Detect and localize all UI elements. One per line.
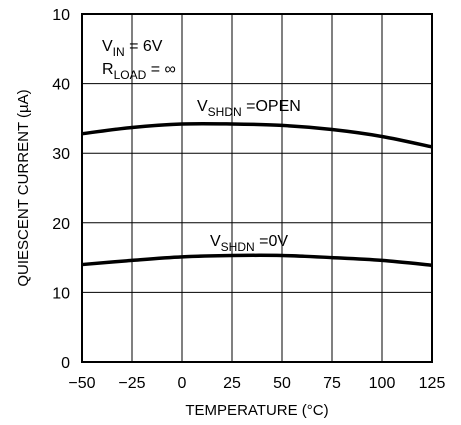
y-axis-label: QUIESCENT CURRENT (µA)	[15, 89, 32, 286]
x-tick-labels: −50 −25 0 25 50 75 100 125	[68, 375, 445, 392]
series-line-zero	[81, 253, 433, 267]
x-tick-label: −25	[118, 375, 145, 392]
series-label-zero: VSHDN =0V	[210, 233, 288, 254]
y-tick-label: 10	[52, 285, 70, 302]
vin-annotation: VIN = 6V	[102, 38, 163, 59]
y-tick-labels: 0 10 20 30 40 10	[52, 7, 70, 372]
x-tick-label: −50	[68, 375, 95, 392]
x-axis-label: TEMPERATURE (°C)	[185, 402, 328, 419]
y-tick-label: 30	[52, 146, 70, 163]
x-tick-label: 50	[273, 375, 291, 392]
y-tick-label: 40	[52, 77, 70, 94]
plot-frame	[81, 13, 433, 363]
series-line-open	[81, 121, 433, 149]
series-lines	[81, 121, 433, 267]
x-tick-label: 0	[178, 375, 187, 392]
x-tick-label: 75	[323, 375, 341, 392]
rload-annotation: RLOAD = ∞	[102, 61, 176, 82]
x-tick-label: 125	[419, 375, 446, 392]
x-tick-label: 100	[369, 375, 396, 392]
x-tick-label: 25	[223, 375, 241, 392]
grid-lines	[82, 14, 432, 362]
y-tick-label: 10	[52, 7, 70, 24]
y-tick-label: 20	[52, 216, 70, 233]
y-tick-label: 0	[61, 355, 70, 372]
series-label-open: VSHDN =OPEN	[197, 98, 301, 119]
